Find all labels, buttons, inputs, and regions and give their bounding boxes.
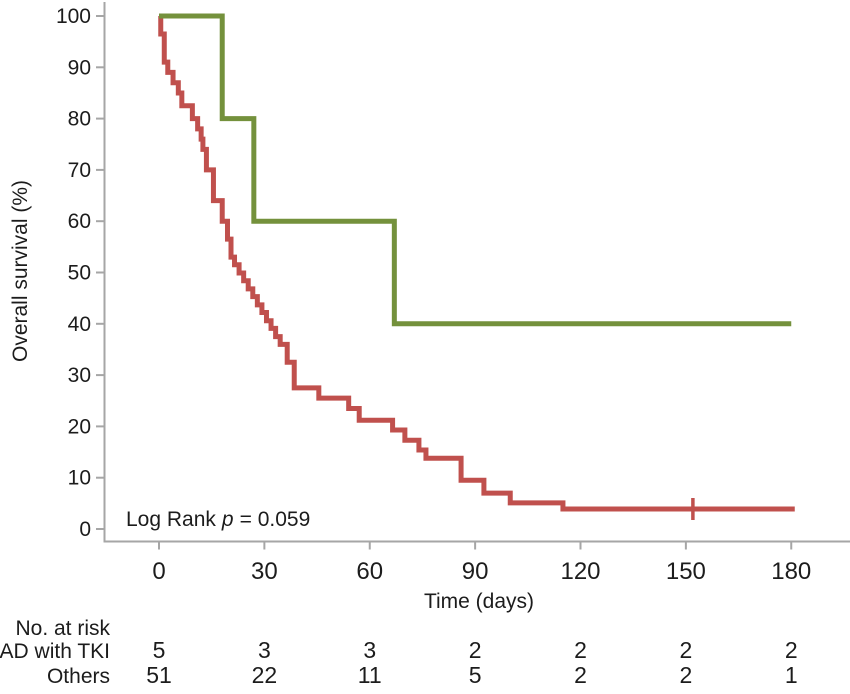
risk-value: 2 (469, 637, 482, 663)
risk-row-label-others: Others (47, 665, 110, 688)
logrank-annotation: Log Rank p = 0.059 (126, 508, 310, 531)
risk-value: 11 (358, 662, 382, 688)
x-tick-label: 120 (560, 558, 600, 585)
x-tick-label: 90 (462, 558, 489, 585)
risk-value: 2 (574, 637, 587, 663)
y-tick-label: 10 (68, 467, 91, 490)
x-tick-label: 60 (356, 558, 383, 585)
risk-value: 2 (679, 662, 692, 688)
y-tick-label: 0 (79, 518, 91, 541)
risk-value: 5 (153, 637, 166, 663)
logrank-annotation-value: = 0.059 (240, 508, 311, 531)
risk-value: 3 (363, 637, 376, 663)
x-axis-title: Time (days) (424, 590, 534, 613)
survival-curve-others (158, 13, 795, 512)
risk-value: 3 (258, 637, 271, 663)
y-tick-label: 80 (68, 108, 91, 131)
y-tick-label: 90 (68, 56, 91, 79)
survival-curve-ad-with-tki (159, 13, 792, 327)
risk-value: 22 (252, 662, 278, 688)
logrank-annotation-p: p (221, 508, 234, 531)
risk-value: 5 (469, 662, 482, 688)
risk-value: 2 (574, 662, 587, 688)
y-axis-title: Overall survival (%) (9, 180, 32, 362)
risk-value: 2 (679, 637, 692, 663)
y-tick-label: 60 (68, 210, 91, 233)
y-tick-label: 20 (68, 415, 91, 438)
risk-value: 2 (785, 637, 798, 663)
y-tick-label: 50 (68, 262, 91, 285)
x-tick-label: 30 (251, 558, 278, 585)
y-tick-label: 30 (68, 364, 91, 387)
x-tick-label: 150 (666, 558, 706, 585)
x-tick-label: 180 (771, 558, 811, 585)
chart-generated-layer: 0 10 20 30 40 50 60 70 80 90 100 0 30 60 90 120 150 180 5 3… (56, 2, 850, 688)
risk-value: 51 (146, 662, 172, 688)
risk-table-title: No. at risk (15, 617, 110, 640)
x-tick-label: 0 (152, 558, 165, 585)
y-tick-label: 100 (56, 5, 91, 28)
y-tick-label: 40 (68, 313, 91, 336)
y-tick-label: 70 (68, 159, 91, 182)
logrank-annotation-prefix: Log Rank (126, 508, 216, 531)
risk-value: 1 (785, 662, 798, 688)
risk-row-label-ad-with-tki: AD with TKI (0, 640, 110, 663)
